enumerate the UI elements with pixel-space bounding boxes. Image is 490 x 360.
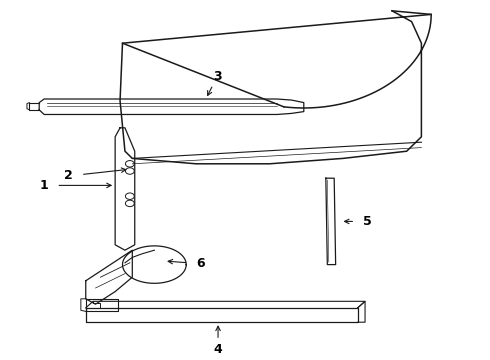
Polygon shape xyxy=(326,178,336,265)
Text: 4: 4 xyxy=(214,343,222,356)
Text: 3: 3 xyxy=(213,70,222,83)
Text: 2: 2 xyxy=(64,170,73,183)
Text: 6: 6 xyxy=(196,257,205,270)
Text: 5: 5 xyxy=(363,215,372,228)
Text: 1: 1 xyxy=(40,179,49,192)
